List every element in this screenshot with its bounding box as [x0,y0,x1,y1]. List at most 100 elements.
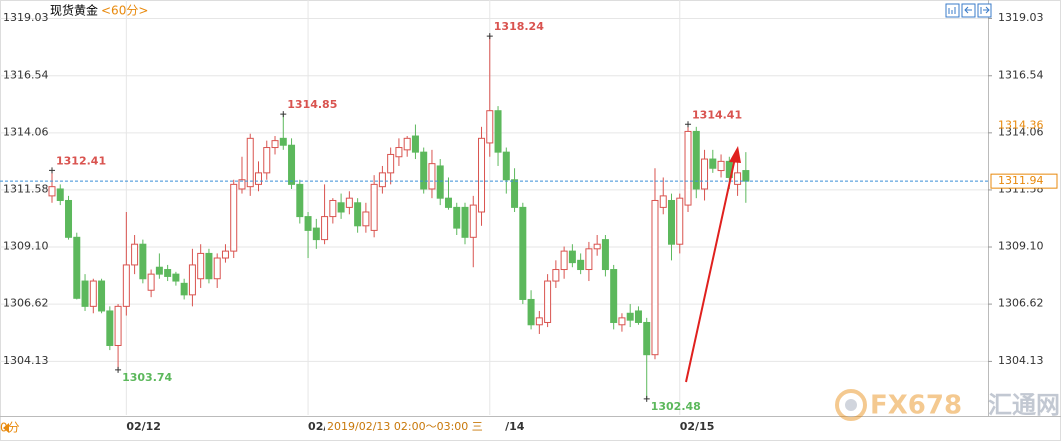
candle-body [73,236,81,299]
candle-body [139,243,147,280]
y-tick-label: 1304.13 [3,354,49,367]
candle-body [734,172,742,185]
candle-body [403,137,411,151]
candle-body [263,147,271,174]
footer-icon [3,423,9,433]
candle-body [436,165,444,199]
candle-body [312,227,320,241]
candle-body [106,310,114,346]
candle-body [544,280,552,323]
candle-body [560,250,568,271]
candle-body [535,317,543,326]
candle-body [304,216,312,231]
candle-body [511,179,519,208]
candle-body [246,137,254,188]
candle-body [643,321,651,356]
extreme-marker [280,111,287,118]
candle-body [395,147,403,158]
candle-body [387,153,395,174]
arrow-line [685,157,736,383]
y2-tick-label: 1306.62 [998,297,1044,310]
extreme-label: 1303.74 [122,371,172,384]
extreme-marker [685,121,692,128]
candle-body [147,273,155,291]
watermark: FX678 汇通网 [835,389,1060,421]
chart-title: 现货黄金 [50,3,98,18]
candle-body [610,269,618,323]
candle-body [585,248,593,271]
candle-body [279,137,287,146]
candle-body [122,264,130,307]
candle-body [742,170,750,182]
candle-body [131,243,139,266]
candle-body [56,188,64,201]
extreme-marker [115,366,122,373]
candle-body [651,199,659,356]
extreme-label: 1314.85 [287,98,337,111]
extreme-marker [49,167,55,174]
candle-body [709,158,717,169]
candle-body [494,110,502,153]
candle-body [527,298,535,326]
candle-body [453,206,461,229]
candle-body [486,110,494,144]
candle-body [255,172,262,185]
extreme-label: 1312.41 [56,154,106,167]
tool-icon [948,7,956,14]
extreme-label: 1314.41 [692,108,742,121]
candle-body [238,179,246,190]
x-tick-label: 02/12 [126,420,161,433]
candle-body [502,151,510,181]
x-tick-label: 02/15 [680,420,715,433]
arrow-head [729,146,741,163]
candle-body [230,183,238,252]
candle-body [65,199,73,238]
candle-body [593,243,601,250]
candle-body [114,305,122,346]
candle-body [81,280,89,307]
candle-body [164,269,172,277]
candle-body [420,151,428,190]
last-price-box [990,173,1058,189]
candle-body [98,280,106,312]
candle-body [197,252,205,280]
candle-body [411,135,419,153]
candle-body [362,211,370,227]
candle-body [329,199,337,218]
candle-body [337,202,345,213]
candle-body [213,257,221,280]
watermark-logo: FX678 [870,391,962,421]
crosshair-price-label: 1314.36 [998,118,1044,131]
candle-body [89,280,97,307]
candles [48,36,750,399]
y-tick-label: 1306.62 [3,297,49,310]
extreme-label: 1302.48 [651,400,701,413]
candle-body [701,158,709,190]
candle-body [478,137,486,213]
y2-tick-label: 1314.06 [998,125,1044,138]
candle-body [692,130,700,190]
candle-body [717,160,725,172]
candle-body [428,163,436,190]
candle-body [626,312,634,321]
candle-body [461,206,469,238]
last-price-label: 1311.94 [998,174,1044,187]
footer-label: 0分 [0,421,20,435]
candle-body [378,172,386,188]
candle-body [444,197,452,208]
candle-body [519,206,527,300]
y-tick-label: 1316.54 [3,68,49,81]
candle-body [296,183,304,218]
extreme-marker [643,395,650,402]
candle-body [180,282,188,296]
candle-body [221,250,229,259]
candle-body [354,202,362,227]
candle-body [552,269,560,282]
candle-body [668,199,675,245]
toolbar[interactable] [945,3,992,18]
candle-body [172,273,180,282]
candle-body [345,197,353,208]
candle-body [321,216,329,241]
